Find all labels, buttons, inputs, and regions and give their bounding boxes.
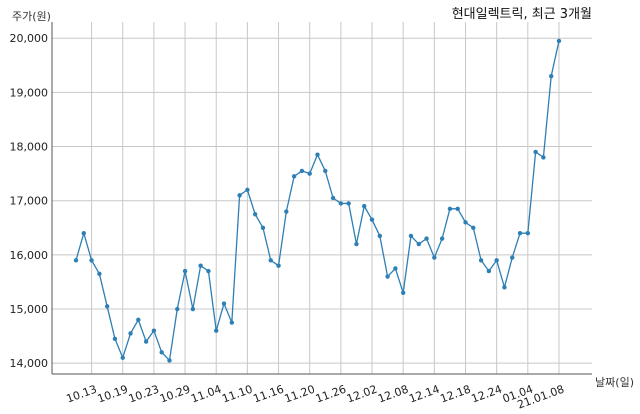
- data-point: [237, 193, 242, 198]
- data-point: [89, 258, 94, 263]
- data-point: [120, 355, 125, 360]
- data-point: [245, 187, 250, 193]
- data-point: [214, 328, 219, 333]
- data-point: [182, 268, 188, 274]
- data-point: [377, 233, 383, 239]
- data-point: [112, 336, 118, 341]
- y-tick-label: 20,000: [10, 32, 49, 45]
- data-point: [330, 195, 336, 201]
- data-point: [159, 350, 164, 355]
- data-point: [393, 266, 398, 271]
- data-point: [307, 171, 312, 176]
- data-point: [276, 263, 281, 268]
- data-point: [104, 304, 110, 309]
- data-point: [424, 236, 429, 241]
- data-point: [478, 258, 484, 263]
- x-axis-label: 날짜(일): [595, 375, 634, 389]
- data-point: [525, 231, 531, 236]
- x-tick-label: 12.18: [438, 383, 472, 406]
- data-point: [221, 301, 227, 306]
- data-point: [73, 258, 79, 263]
- data-point: [400, 290, 406, 295]
- data-point: [541, 155, 546, 160]
- data-point: [416, 241, 421, 247]
- data-point: [206, 268, 211, 274]
- y-tick-label: 16,000: [10, 249, 49, 262]
- data-point: [494, 258, 499, 263]
- data-point: [548, 73, 554, 79]
- data-point: [252, 212, 258, 217]
- data-point: [533, 149, 538, 155]
- x-tick-label: 11.20: [283, 383, 317, 406]
- data-point: [291, 174, 297, 179]
- data-point: [190, 306, 196, 312]
- data-point: [128, 331, 133, 336]
- data-point: [284, 209, 289, 214]
- x-tick-label: 11.26: [314, 383, 348, 406]
- data-point: [455, 206, 460, 212]
- data-point: [369, 217, 375, 222]
- data-point: [346, 201, 351, 206]
- y-tick-label: 19,000: [10, 86, 49, 99]
- data-point: [167, 358, 172, 363]
- data-point: [268, 258, 273, 263]
- data-point: [502, 285, 507, 290]
- data-point: [143, 339, 149, 344]
- x-tick-label: 11.16: [252, 383, 286, 406]
- x-tick-label: 12.02: [345, 383, 379, 406]
- data-point: [439, 236, 445, 241]
- x-tick-label: 11.10: [220, 383, 254, 406]
- x-tick-label: 12.14: [407, 383, 441, 406]
- y-tick-label: 17,000: [10, 195, 49, 208]
- data-point: [338, 201, 344, 206]
- x-tick-label: 10.23: [127, 383, 161, 406]
- y-tick-label: 18,000: [10, 141, 49, 154]
- data-point: [97, 271, 102, 277]
- data-point: [471, 225, 476, 230]
- data-point: [315, 152, 320, 157]
- axes: [51, 22, 592, 375]
- data-point: [486, 268, 492, 274]
- data-point: [385, 274, 390, 279]
- x-tick-label: 10.29: [158, 383, 192, 406]
- y-tick-label: 15,000: [10, 303, 49, 316]
- x-tick-label: 12.24: [470, 383, 504, 406]
- data-point: [510, 255, 515, 260]
- data-point: [362, 203, 367, 209]
- y-axis-label: 주가(원): [12, 10, 51, 23]
- data-point: [260, 225, 266, 230]
- x-axis-ticks: 10.1310.1910.2310.2911.0411.1011.1611.20…: [65, 383, 566, 412]
- data-point: [463, 220, 468, 225]
- data-point: [81, 231, 86, 236]
- y-tick-label: 14,000: [10, 357, 49, 370]
- data-point: [447, 206, 453, 212]
- data-point: [198, 263, 203, 268]
- y-axis-ticks: 14,000 15,000 16,000 17,000 18,000 19,000 20,0…: [10, 32, 49, 370]
- gridlines: [52, 22, 592, 374]
- data-point: [556, 38, 562, 44]
- data-point: [175, 306, 180, 312]
- x-tick-label: 12.08: [376, 383, 410, 406]
- data-point: [517, 231, 523, 236]
- data-point: [151, 328, 157, 333]
- price-series: [73, 38, 562, 363]
- x-tick-label: 10.13: [65, 383, 99, 406]
- data-point: [136, 317, 141, 323]
- data-point: [432, 255, 437, 260]
- data-point: [408, 233, 414, 239]
- data-point: [299, 168, 305, 174]
- data-point: [354, 241, 359, 247]
- data-point: [323, 168, 328, 174]
- x-tick-label: 10.19: [96, 383, 130, 406]
- x-tick-label: 11.04: [189, 383, 223, 406]
- data-point: [229, 320, 234, 325]
- chart-title: 현대일렉트릭, 최근 3개월: [452, 7, 592, 22]
